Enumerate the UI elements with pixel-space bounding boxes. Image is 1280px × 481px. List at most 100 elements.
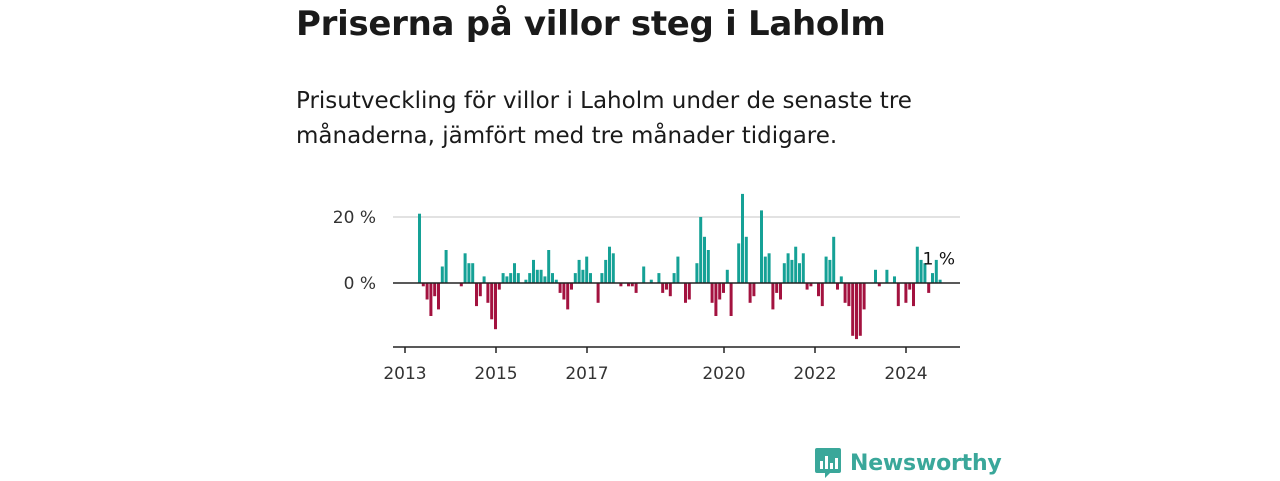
- bar: [585, 256, 589, 283]
- bar: [433, 283, 437, 297]
- bar: [912, 283, 915, 307]
- bar: [566, 283, 570, 310]
- bar: [687, 283, 691, 300]
- brand-name: Newsworthy: [850, 450, 1002, 476]
- bar: [824, 256, 828, 283]
- bar: [573, 273, 577, 283]
- bar: [611, 253, 615, 283]
- bar: [714, 283, 718, 316]
- bar: [908, 283, 912, 290]
- bar: [832, 236, 836, 283]
- x-tick-label: 2013: [383, 364, 426, 384]
- bar: [801, 253, 805, 283]
- bar: [524, 279, 528, 283]
- bar: [513, 263, 516, 283]
- bar: [475, 283, 478, 307]
- bar: [600, 273, 604, 283]
- bar: [596, 283, 600, 303]
- bar: [725, 269, 729, 283]
- bar: [440, 266, 444, 283]
- bar: [927, 283, 931, 293]
- bar: [722, 283, 725, 293]
- bar: [851, 283, 855, 336]
- bar: [444, 250, 448, 283]
- bar: [668, 283, 672, 297]
- bar: [836, 283, 839, 290]
- bar-chart: 0 % 20 % 2013 2015 2017 2020 2022 2024 1 %: [333, 193, 960, 384]
- bar: [855, 283, 858, 340]
- bar: [494, 283, 497, 330]
- bar: [862, 283, 866, 310]
- brand-logo: Newsworthy: [814, 445, 1002, 481]
- bar: [421, 283, 425, 287]
- page-title: Priserna på villor steg i Laholm: [296, 4, 886, 44]
- bar: [809, 283, 813, 287]
- bar: [893, 276, 896, 283]
- x-tick-label: 2020: [702, 364, 745, 384]
- bar: [459, 283, 463, 287]
- bar: [619, 283, 623, 287]
- bar: [684, 283, 687, 303]
- bar: [874, 269, 877, 283]
- bar: [672, 273, 676, 283]
- bar: [904, 283, 908, 303]
- bar: [752, 283, 756, 297]
- bar: [676, 256, 680, 283]
- bar: [497, 283, 501, 290]
- bar: [699, 217, 703, 283]
- bar: [589, 273, 592, 283]
- bar: [634, 283, 638, 293]
- bar: [535, 269, 539, 283]
- bar: [547, 250, 551, 283]
- bar: [703, 236, 706, 283]
- bar: [649, 279, 653, 283]
- bar: [627, 283, 630, 287]
- bar: [608, 246, 611, 283]
- newsworthy-logo-icon: [815, 448, 841, 478]
- bar: [786, 253, 790, 283]
- bar: [425, 283, 429, 300]
- bar: [490, 283, 494, 320]
- bar: [858, 283, 862, 336]
- bar: [931, 273, 934, 283]
- bar: [847, 283, 851, 307]
- bar: [771, 283, 775, 310]
- bar: [938, 279, 942, 283]
- bar: [839, 276, 843, 283]
- bar: [551, 273, 554, 283]
- bar: [843, 283, 847, 303]
- bar: [516, 273, 520, 283]
- bar: [798, 263, 801, 283]
- x-tick-label: 2017: [565, 364, 608, 384]
- bar: [463, 253, 467, 283]
- bar: [760, 210, 763, 283]
- bar: [501, 273, 505, 283]
- bar: [657, 273, 661, 283]
- bar: [554, 279, 558, 283]
- bar: [934, 259, 938, 283]
- bar: [729, 283, 733, 316]
- bar: [748, 283, 752, 303]
- bar: [543, 276, 547, 283]
- bar: [486, 283, 490, 303]
- bar: [790, 259, 794, 283]
- bar: [710, 283, 714, 303]
- bar: [896, 283, 900, 307]
- x-tick-label: 2022: [793, 364, 836, 384]
- bar: [539, 269, 543, 283]
- bar: [482, 276, 486, 283]
- y-tick-label: 0 %: [344, 274, 376, 294]
- bar: [706, 250, 710, 283]
- bar: [532, 259, 535, 283]
- bar: [695, 263, 699, 283]
- bar: [665, 283, 668, 290]
- page-subtitle: Prisutveckling för villor i Laholm under…: [296, 88, 912, 149]
- last-value-label: 1 %: [923, 250, 955, 270]
- x-tick-label: 2015: [474, 364, 517, 384]
- bar: [604, 259, 608, 283]
- bar: [744, 236, 748, 283]
- bar: [642, 266, 646, 283]
- bar: [737, 243, 741, 283]
- bar: [562, 283, 566, 300]
- bar: [505, 276, 509, 283]
